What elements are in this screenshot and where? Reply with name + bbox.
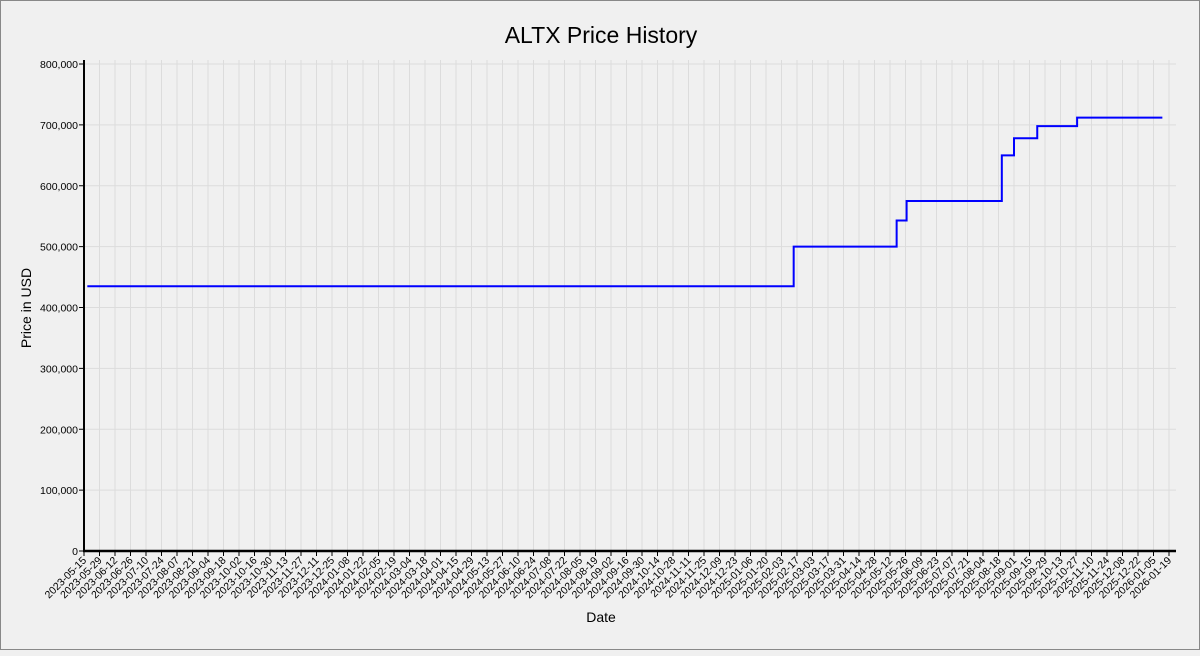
y-axis-label: Price in USD — [18, 268, 34, 348]
series-layer — [87, 116, 1163, 288]
y-tick-label: 600,000 — [40, 181, 78, 193]
y-tick-label: 800,000 — [40, 59, 78, 71]
y-tick-label: 700,000 — [40, 120, 78, 132]
price-step-line — [87, 116, 1163, 288]
axes: 2023-05-152023-05-292023-06-122023-06-26… — [40, 59, 1176, 601]
y-tick-label: 0 — [72, 546, 78, 558]
x-axis-label: Date — [586, 609, 616, 625]
chart-title: ALTX Price History — [505, 22, 698, 48]
y-tick-label: 100,000 — [40, 485, 78, 497]
y-tick-label: 400,000 — [40, 303, 78, 315]
y-tick-label: 500,000 — [40, 242, 78, 254]
grid — [83, 60, 1176, 552]
y-tick-label: 200,000 — [40, 424, 78, 436]
y-tick-label: 300,000 — [40, 363, 78, 375]
